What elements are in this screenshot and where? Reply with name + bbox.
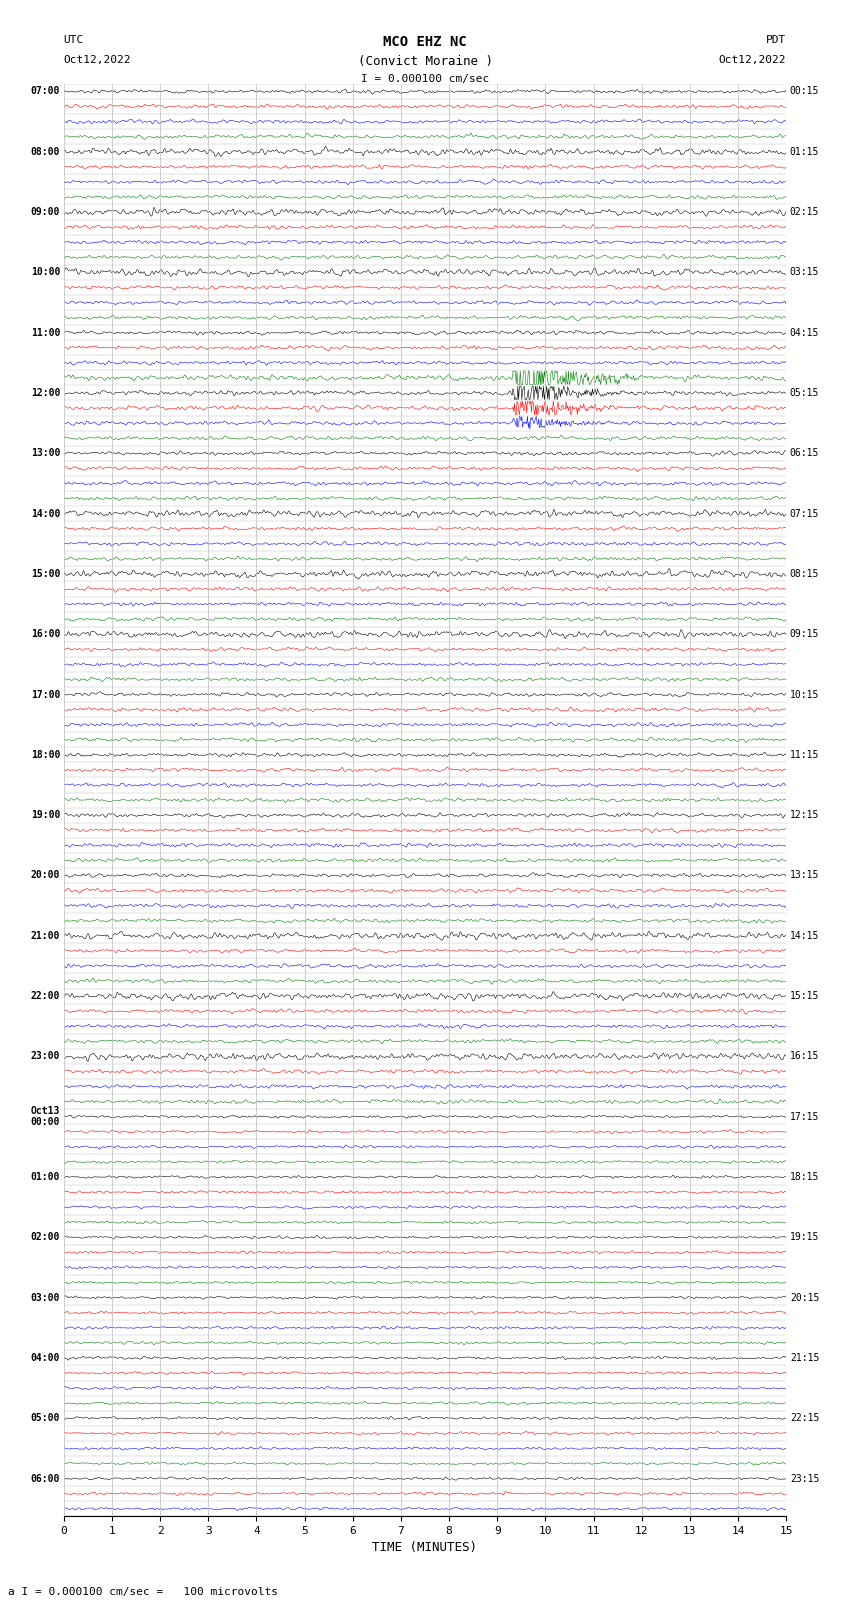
Text: UTC: UTC (64, 35, 84, 45)
Text: 04:15: 04:15 (790, 327, 819, 337)
Text: 22:15: 22:15 (790, 1413, 819, 1423)
Text: 12:15: 12:15 (790, 810, 819, 819)
Text: 15:15: 15:15 (790, 990, 819, 1002)
Text: 20:00: 20:00 (31, 871, 60, 881)
Text: 02:15: 02:15 (790, 206, 819, 218)
Text: 04:00: 04:00 (31, 1353, 60, 1363)
Text: Oct13
00:00: Oct13 00:00 (31, 1107, 60, 1127)
Text: 10:00: 10:00 (31, 268, 60, 277)
Text: 09:15: 09:15 (790, 629, 819, 639)
Text: 12:00: 12:00 (31, 389, 60, 398)
Text: 11:00: 11:00 (31, 327, 60, 337)
Text: 03:15: 03:15 (790, 268, 819, 277)
Text: 16:00: 16:00 (31, 629, 60, 639)
Text: 13:00: 13:00 (31, 448, 60, 458)
Text: 06:00: 06:00 (31, 1474, 60, 1484)
Text: 02:00: 02:00 (31, 1232, 60, 1242)
Text: 08:15: 08:15 (790, 569, 819, 579)
Text: PDT: PDT (766, 35, 786, 45)
Text: 22:00: 22:00 (31, 990, 60, 1002)
Text: 21:15: 21:15 (790, 1353, 819, 1363)
Text: I = 0.000100 cm/sec: I = 0.000100 cm/sec (361, 74, 489, 84)
Text: 23:15: 23:15 (790, 1474, 819, 1484)
Text: 06:15: 06:15 (790, 448, 819, 458)
X-axis label: TIME (MINUTES): TIME (MINUTES) (372, 1542, 478, 1555)
Text: 07:15: 07:15 (790, 508, 819, 518)
Text: MCO EHZ NC: MCO EHZ NC (383, 35, 467, 50)
Text: 19:00: 19:00 (31, 810, 60, 819)
Text: 18:15: 18:15 (790, 1173, 819, 1182)
Text: 23:00: 23:00 (31, 1052, 60, 1061)
Text: 15:00: 15:00 (31, 569, 60, 579)
Text: 17:00: 17:00 (31, 689, 60, 700)
Text: 01:15: 01:15 (790, 147, 819, 156)
Text: 05:15: 05:15 (790, 389, 819, 398)
Text: 13:15: 13:15 (790, 871, 819, 881)
Text: 11:15: 11:15 (790, 750, 819, 760)
Text: 21:00: 21:00 (31, 931, 60, 940)
Text: a I = 0.000100 cm/sec =   100 microvolts: a I = 0.000100 cm/sec = 100 microvolts (8, 1587, 279, 1597)
Text: 01:00: 01:00 (31, 1173, 60, 1182)
Text: 20:15: 20:15 (790, 1292, 819, 1303)
Text: 00:15: 00:15 (790, 87, 819, 97)
Text: Oct12,2022: Oct12,2022 (64, 55, 131, 65)
Text: 10:15: 10:15 (790, 689, 819, 700)
Text: (Convict Moraine ): (Convict Moraine ) (358, 55, 492, 68)
Text: 14:00: 14:00 (31, 508, 60, 518)
Text: Oct12,2022: Oct12,2022 (719, 55, 786, 65)
Text: 18:00: 18:00 (31, 750, 60, 760)
Text: 05:00: 05:00 (31, 1413, 60, 1423)
Text: 19:15: 19:15 (790, 1232, 819, 1242)
Text: 14:15: 14:15 (790, 931, 819, 940)
Text: 09:00: 09:00 (31, 206, 60, 218)
Text: 03:00: 03:00 (31, 1292, 60, 1303)
Text: 16:15: 16:15 (790, 1052, 819, 1061)
Text: 07:00: 07:00 (31, 87, 60, 97)
Text: 17:15: 17:15 (790, 1111, 819, 1121)
Text: 08:00: 08:00 (31, 147, 60, 156)
